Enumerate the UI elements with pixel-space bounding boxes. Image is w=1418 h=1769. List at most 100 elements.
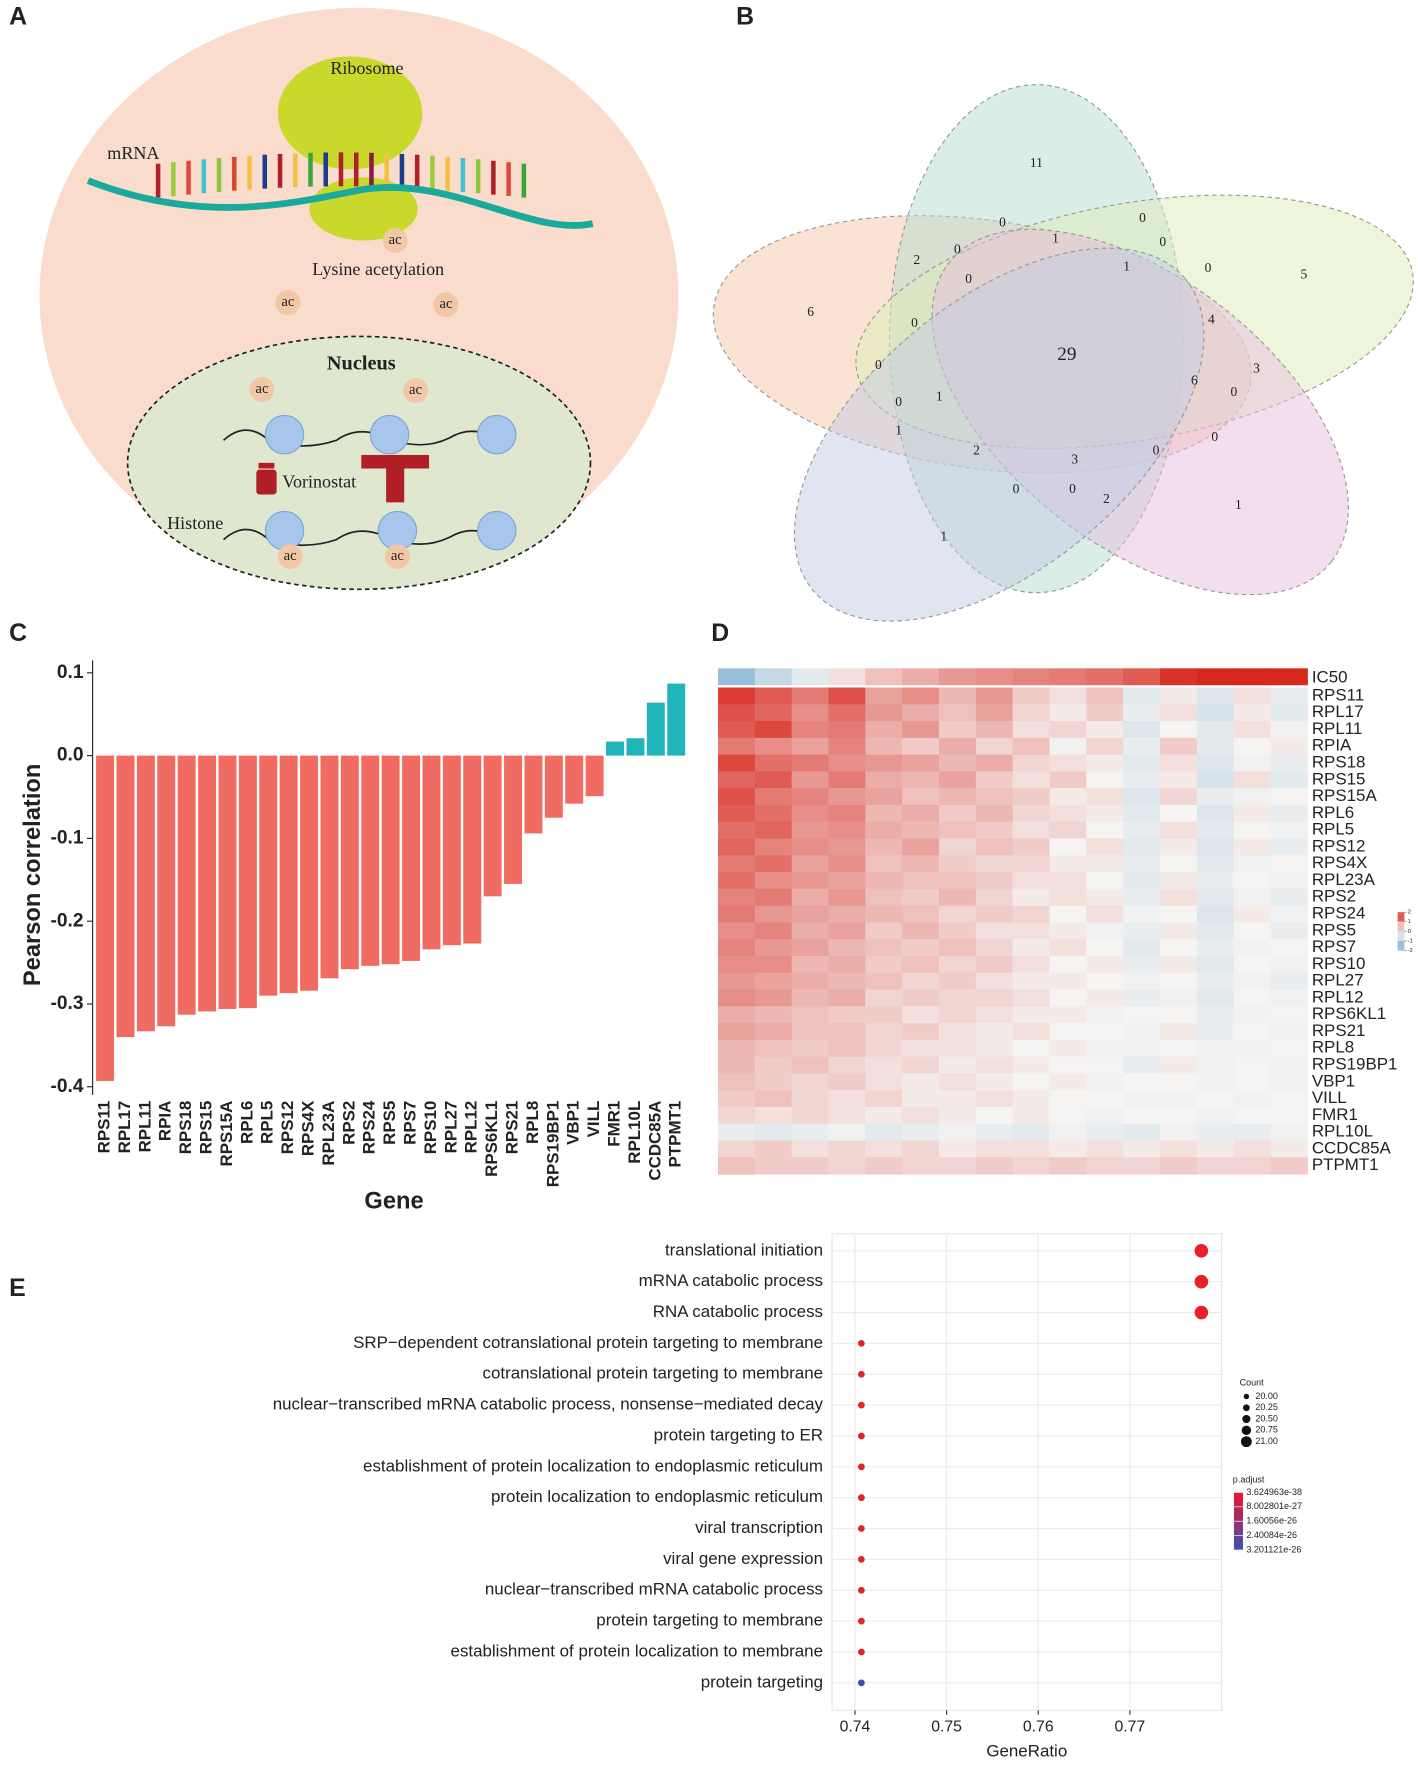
heat-cell [1270,1006,1308,1024]
heat-cell [1159,989,1198,1007]
heat-cell [791,872,830,890]
heat-cell [1123,838,1161,856]
heat-cell [828,838,866,856]
heat-cell [1086,939,1124,957]
heat-cell [975,838,1014,856]
bar [442,755,461,946]
heat-cell [828,1123,866,1142]
heat-cell [975,1073,1014,1091]
x-tick-label: RPS19BP1 [543,1101,562,1188]
heat-cell [718,905,756,923]
dot [857,1432,865,1440]
heat-cell [828,788,866,806]
heat-cell [975,1056,1014,1074]
heat-cell [939,1157,977,1175]
heat-cell [1159,704,1198,722]
heat-cell [939,1023,977,1041]
x-tick-label: VILL [584,1101,603,1138]
venn-count: 1 [1052,230,1059,245]
heat-cell [902,872,940,890]
heat-cell [1123,1039,1161,1058]
heat-cell [865,838,903,856]
heat-cell [1086,922,1124,940]
heat-cell [1123,1006,1161,1024]
heat-cell [865,721,903,739]
heat-cell [1270,1090,1308,1108]
heat-cell [791,922,830,940]
heat-cell [1049,821,1087,840]
colorbar-segment [1397,921,1405,932]
heat-cell [1012,855,1051,873]
heat-cell [718,1073,756,1091]
bar [585,755,604,797]
heat-cell [1012,1106,1051,1125]
heat-cell [1012,704,1051,722]
heat-cell [1049,955,1087,974]
heat-cell [754,821,793,840]
label: Lysine acetylation [312,259,444,279]
heat-cell [791,1073,830,1091]
bar [381,755,400,965]
heat-cell [1123,972,1161,991]
codon [491,160,496,195]
venn-count: 0 [875,357,882,372]
heat-cell [1086,972,1124,991]
heat-cell [1086,737,1124,756]
annotation-cell [828,668,866,686]
heat-cell [865,888,903,907]
bar [626,738,645,756]
legend-title: p.adjust [1233,1474,1265,1484]
annotation-cell [1049,668,1087,686]
heat-cell [791,1039,830,1058]
bar [361,755,380,966]
heat-cell [865,872,903,890]
heat-cell [754,1106,793,1125]
heat-cell [791,804,830,823]
heat-cell [975,1123,1014,1142]
venn-count: 2 [973,443,980,458]
heat-cell [1270,1023,1308,1041]
dot [857,1556,865,1563]
heat-cell [1086,704,1124,722]
heat-cell [1159,721,1198,739]
colorbar-segment [1397,940,1405,951]
heat-cell [1123,804,1161,823]
heat-cell [1196,1123,1235,1142]
row-label: PTPMT1 [1312,1155,1379,1174]
heat-cell [828,888,866,907]
heat-cell [1086,721,1124,739]
heat-cell [975,1090,1014,1108]
bar [504,755,523,884]
codon [201,159,207,194]
heat-cell [718,1140,756,1158]
annotation-label: IC50 [1312,667,1348,686]
heat-cell [754,804,793,823]
heat-cell [1159,1056,1198,1074]
heat-cell [1159,855,1198,873]
heat-cell [1049,1106,1087,1125]
heat-cell [1196,804,1235,823]
heat-cell [902,922,940,940]
heat-cell [718,955,756,974]
heat-cell [791,754,830,772]
heat-cell [902,1106,940,1125]
heat-cell [1233,955,1272,974]
heat-cell [718,888,756,907]
x-tick-label: VBP1 [564,1101,583,1145]
legend-label: 20.25 [1255,1402,1278,1412]
heat-cell [1049,922,1087,940]
row-label: RPL8 [1312,1038,1354,1057]
heat-cell [1012,771,1051,789]
heat-cell [1270,771,1308,789]
heat-cell [865,754,903,772]
heat-cell [865,1157,903,1175]
heat-cell [975,888,1014,907]
heat-cell [828,1039,866,1058]
heat-cell [975,721,1014,739]
heat-cell [1123,855,1161,873]
heat-cell [939,922,977,940]
heat-cell [1196,1039,1235,1058]
heat-cell [754,838,793,856]
heat-cell [1233,972,1272,991]
bar [136,755,155,1032]
